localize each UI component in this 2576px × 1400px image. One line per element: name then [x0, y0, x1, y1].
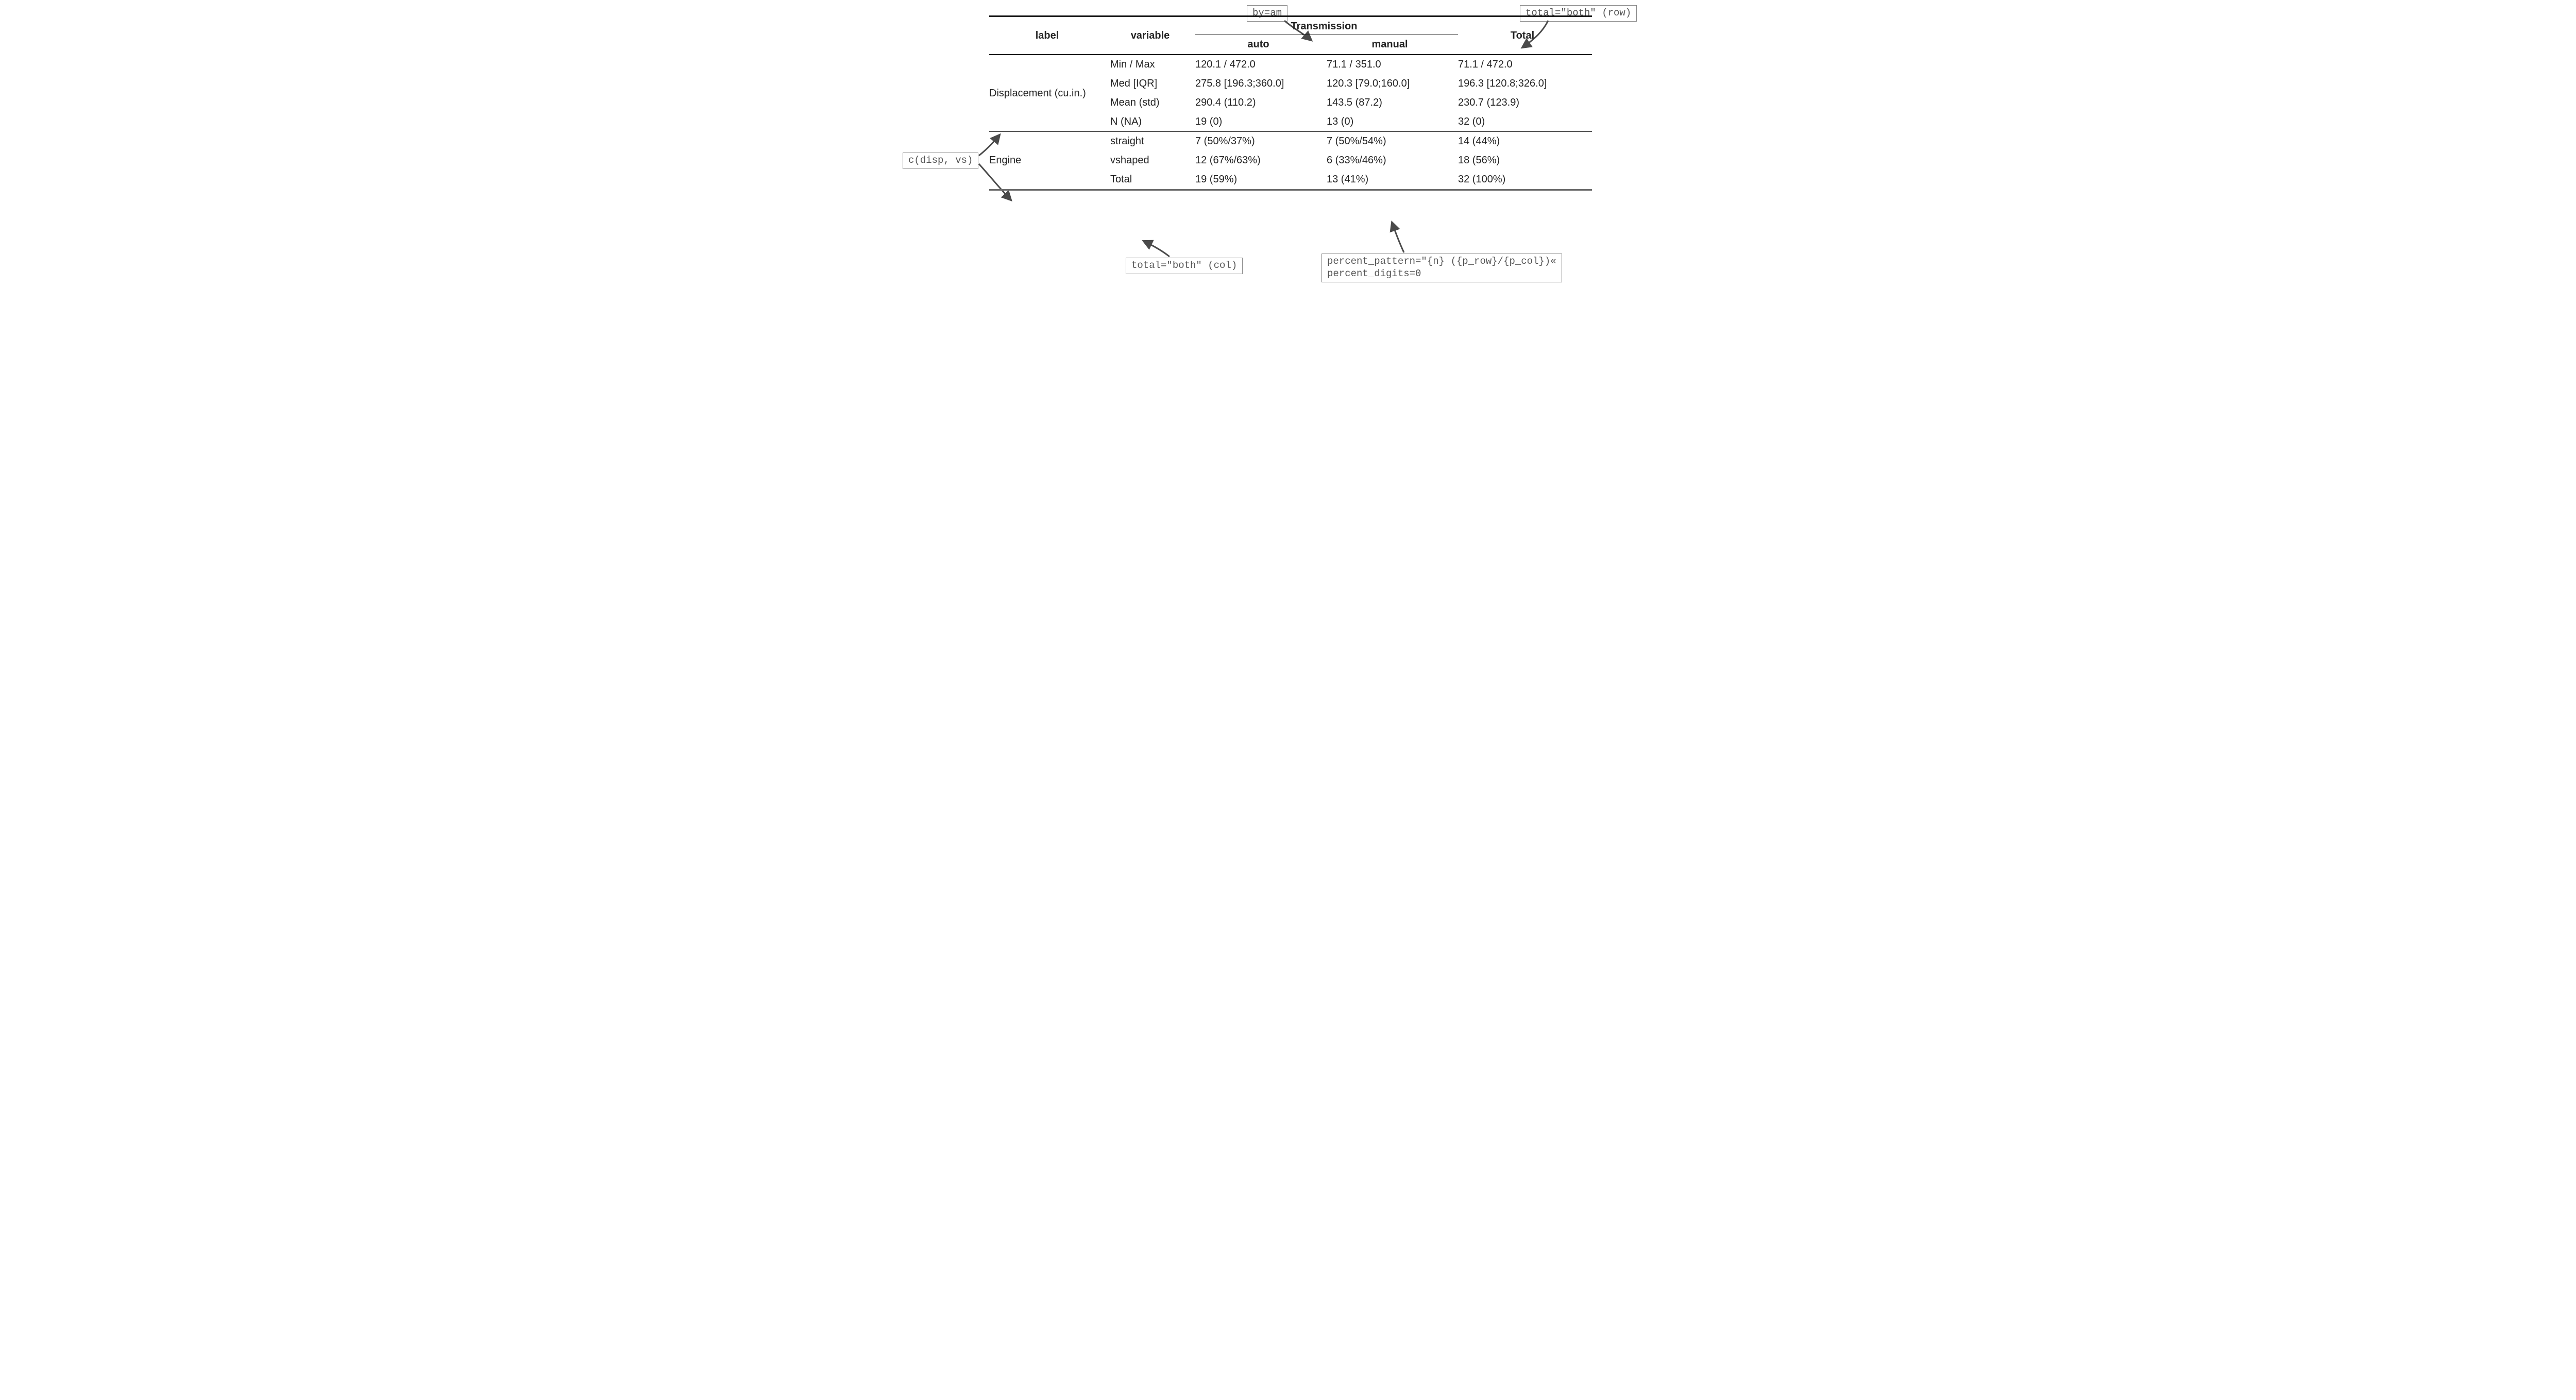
header-sub-auto: auto — [1195, 35, 1327, 55]
cell-total: 196.3 [120.8;326.0] — [1458, 74, 1592, 93]
group-label-displacement: Displacement (cu.in.) — [989, 55, 1110, 132]
cell-manual: 143.5 (87.2) — [1327, 93, 1458, 112]
cell-manual: 71.1 / 351.0 — [1327, 55, 1458, 74]
cell-total: 32 (100%) — [1458, 170, 1592, 190]
cell-auto: 12 (67%/63%) — [1195, 151, 1327, 170]
callout-total-col: total="both" (col) — [1126, 258, 1243, 274]
table-row: Displacement (cu.in.) Min / Max 120.1 / … — [989, 55, 1592, 74]
group-label-engine: Engine — [989, 132, 1110, 190]
cell-auto: 7 (50%/37%) — [1195, 132, 1327, 151]
cell-total: 71.1 / 472.0 — [1458, 55, 1592, 74]
cell-manual: 120.3 [79.0;160.0] — [1327, 74, 1458, 93]
table-header: label variable Transmission Total auto m… — [989, 16, 1592, 55]
cell-manual: 13 (0) — [1327, 112, 1458, 132]
cell-variable: Mean (std) — [1110, 93, 1195, 112]
cell-variable: Med [IQR] — [1110, 74, 1195, 93]
header-variable: variable — [1110, 16, 1195, 55]
cell-auto: 120.1 / 472.0 — [1195, 55, 1327, 74]
cell-variable: straight — [1110, 132, 1195, 151]
cell-auto: 290.4 (110.2) — [1195, 93, 1327, 112]
cell-total: 32 (0) — [1458, 112, 1592, 132]
cell-auto: 19 (0) — [1195, 112, 1327, 132]
header-spanner-transmission: Transmission — [1195, 16, 1458, 35]
summary-table-wrap: label variable Transmission Total auto m… — [989, 15, 1592, 191]
table-body: Displacement (cu.in.) Min / Max 120.1 / … — [989, 55, 1592, 190]
cell-variable: N (NA) — [1110, 112, 1195, 132]
diagram-canvas: by=am total="both" (row) c(disp, vs) tot… — [896, 0, 1680, 289]
summary-table: label variable Transmission Total auto m… — [989, 15, 1592, 191]
cell-variable: vshaped — [1110, 151, 1195, 170]
callout-percent-pattern: percent_pattern="{n} ({p_row}/{p_col})« … — [1321, 254, 1562, 282]
table-row: Engine straight 7 (50%/37%) 7 (50%/54%) … — [989, 132, 1592, 151]
header-total: Total — [1458, 16, 1592, 55]
cell-total: 18 (56%) — [1458, 151, 1592, 170]
cell-variable: Min / Max — [1110, 55, 1195, 74]
cell-manual: 6 (33%/46%) — [1327, 151, 1458, 170]
header-label: label — [989, 16, 1110, 55]
cell-total: 230.7 (123.9) — [1458, 93, 1592, 112]
cell-manual: 13 (41%) — [1327, 170, 1458, 190]
cell-auto: 19 (59%) — [1195, 170, 1327, 190]
callout-c-disp-vs: c(disp, vs) — [903, 153, 978, 169]
header-sub-manual: manual — [1327, 35, 1458, 55]
cell-total: 14 (44%) — [1458, 132, 1592, 151]
cell-variable: Total — [1110, 170, 1195, 190]
cell-auto: 275.8 [196.3;360.0] — [1195, 74, 1327, 93]
cell-manual: 7 (50%/54%) — [1327, 132, 1458, 151]
